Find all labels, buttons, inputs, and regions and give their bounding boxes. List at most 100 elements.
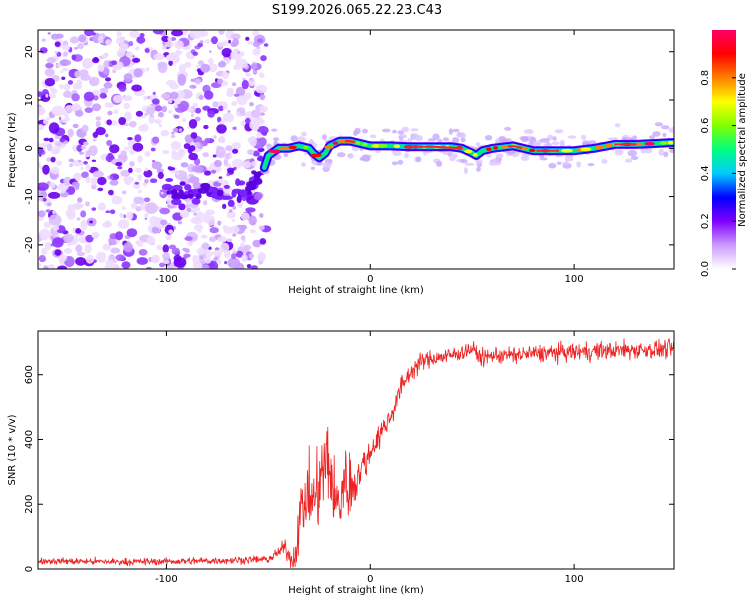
noise-cell [201, 183, 210, 191]
noise-cell [247, 182, 257, 191]
ridge-halo-cell [290, 135, 298, 142]
noise-cell [129, 148, 135, 155]
noise-cell [121, 190, 127, 195]
noise-cell [144, 213, 149, 218]
noise-cell [85, 176, 91, 184]
noise-cell [189, 145, 196, 152]
noise-cell [105, 220, 111, 226]
y-tick-label: 0 [24, 145, 35, 151]
noise-cell [217, 220, 222, 226]
noise-cell [180, 162, 189, 168]
noise-cell [120, 150, 127, 157]
noise-cell [44, 241, 52, 251]
noise-cell [46, 157, 52, 163]
noise-cell [71, 103, 81, 111]
snr-ylabel: SNR (10 * v/v) [7, 414, 18, 485]
noise-cell [72, 123, 79, 129]
noise-cell [111, 60, 117, 66]
noise-cell [255, 84, 268, 94]
ridge-halo-cell [504, 126, 512, 131]
noise-cell [129, 161, 135, 167]
noise-cell [123, 146, 130, 150]
noise-cell [203, 257, 212, 264]
noise-cell [38, 255, 46, 263]
ridge-halo-cell [614, 149, 624, 156]
noise-cell [223, 159, 229, 165]
ridge-halo-cell [301, 131, 307, 137]
noise-cell [206, 215, 216, 226]
noise-cell [221, 71, 230, 79]
noise-cell [153, 255, 159, 259]
noise-cell [176, 172, 180, 176]
ridge-halo-cell [540, 138, 550, 143]
ridge-halo-cell [460, 159, 468, 164]
noise-cell [115, 36, 125, 45]
ridge-halo-cell [398, 134, 408, 139]
noise-cell [218, 30, 225, 35]
ridge-halo-cell [562, 161, 569, 166]
noise-cell [85, 234, 94, 243]
y-tick-label: 200 [24, 495, 35, 514]
noise-cell [193, 217, 200, 222]
noise-cell [221, 47, 233, 58]
noise-cell [38, 182, 49, 191]
noise-cell [42, 197, 47, 202]
noise-cell [74, 172, 82, 182]
noise-cell [83, 161, 88, 165]
noise-cell [173, 104, 179, 109]
x-tick-label: 0 [367, 274, 373, 285]
noise-cell [52, 210, 57, 215]
ridge-halo-cell [652, 131, 661, 137]
ridge-peak-cell [464, 149, 473, 154]
noise-cell [109, 176, 114, 179]
noise-cell [222, 112, 235, 123]
noise-cell [235, 58, 248, 69]
spectrogram-xlabel: Height of straight line (km) [288, 285, 424, 296]
noise-cell [143, 169, 153, 178]
x-tick-label: 100 [565, 574, 584, 585]
ridge-halo-cell [442, 137, 450, 142]
noise-cell [251, 265, 258, 269]
noise-cell [184, 236, 193, 241]
noise-cell [192, 182, 203, 190]
noise-cell [104, 102, 112, 108]
ridge-halo-cell [449, 154, 456, 162]
noise-cell [212, 249, 223, 257]
noise-cell [224, 250, 231, 259]
noise-cell [173, 257, 187, 268]
noise-cell [247, 149, 255, 156]
noise-cell [56, 160, 63, 166]
noise-cell [99, 87, 109, 95]
noise-cell [133, 68, 143, 78]
noise-cell [91, 177, 98, 186]
noise-cell [107, 110, 113, 116]
noise-cell [50, 235, 55, 240]
noise-cell [50, 88, 58, 94]
noise-cell [204, 170, 211, 176]
noise-cell [75, 257, 87, 266]
ridge-peak-cell [324, 145, 334, 149]
noise-cell [218, 179, 223, 184]
noise-cell [246, 264, 252, 269]
noise-cell [136, 257, 148, 265]
noise-cell [160, 219, 168, 226]
noise-cell [251, 109, 261, 118]
noise-cell [115, 161, 123, 167]
noise-cell [137, 189, 142, 194]
noise-cell [62, 90, 73, 98]
ridge-halo-cell [625, 158, 633, 163]
noise-cell [133, 196, 145, 205]
noise-cell [91, 232, 100, 239]
ridge-halo-cell [556, 161, 562, 165]
noise-cell [95, 127, 106, 136]
ridge-max-segment [344, 140, 356, 144]
noise-cell [135, 167, 142, 173]
noise-cell [39, 228, 51, 241]
ridge-halo-cell [495, 153, 504, 159]
noise-cell [71, 93, 80, 102]
snr-x-ticks: -100 0 100 [155, 331, 584, 585]
ridge-peak-cell [580, 147, 592, 152]
noise-cell [201, 264, 210, 269]
noise-cell [95, 120, 102, 128]
noise-cell [151, 226, 160, 234]
